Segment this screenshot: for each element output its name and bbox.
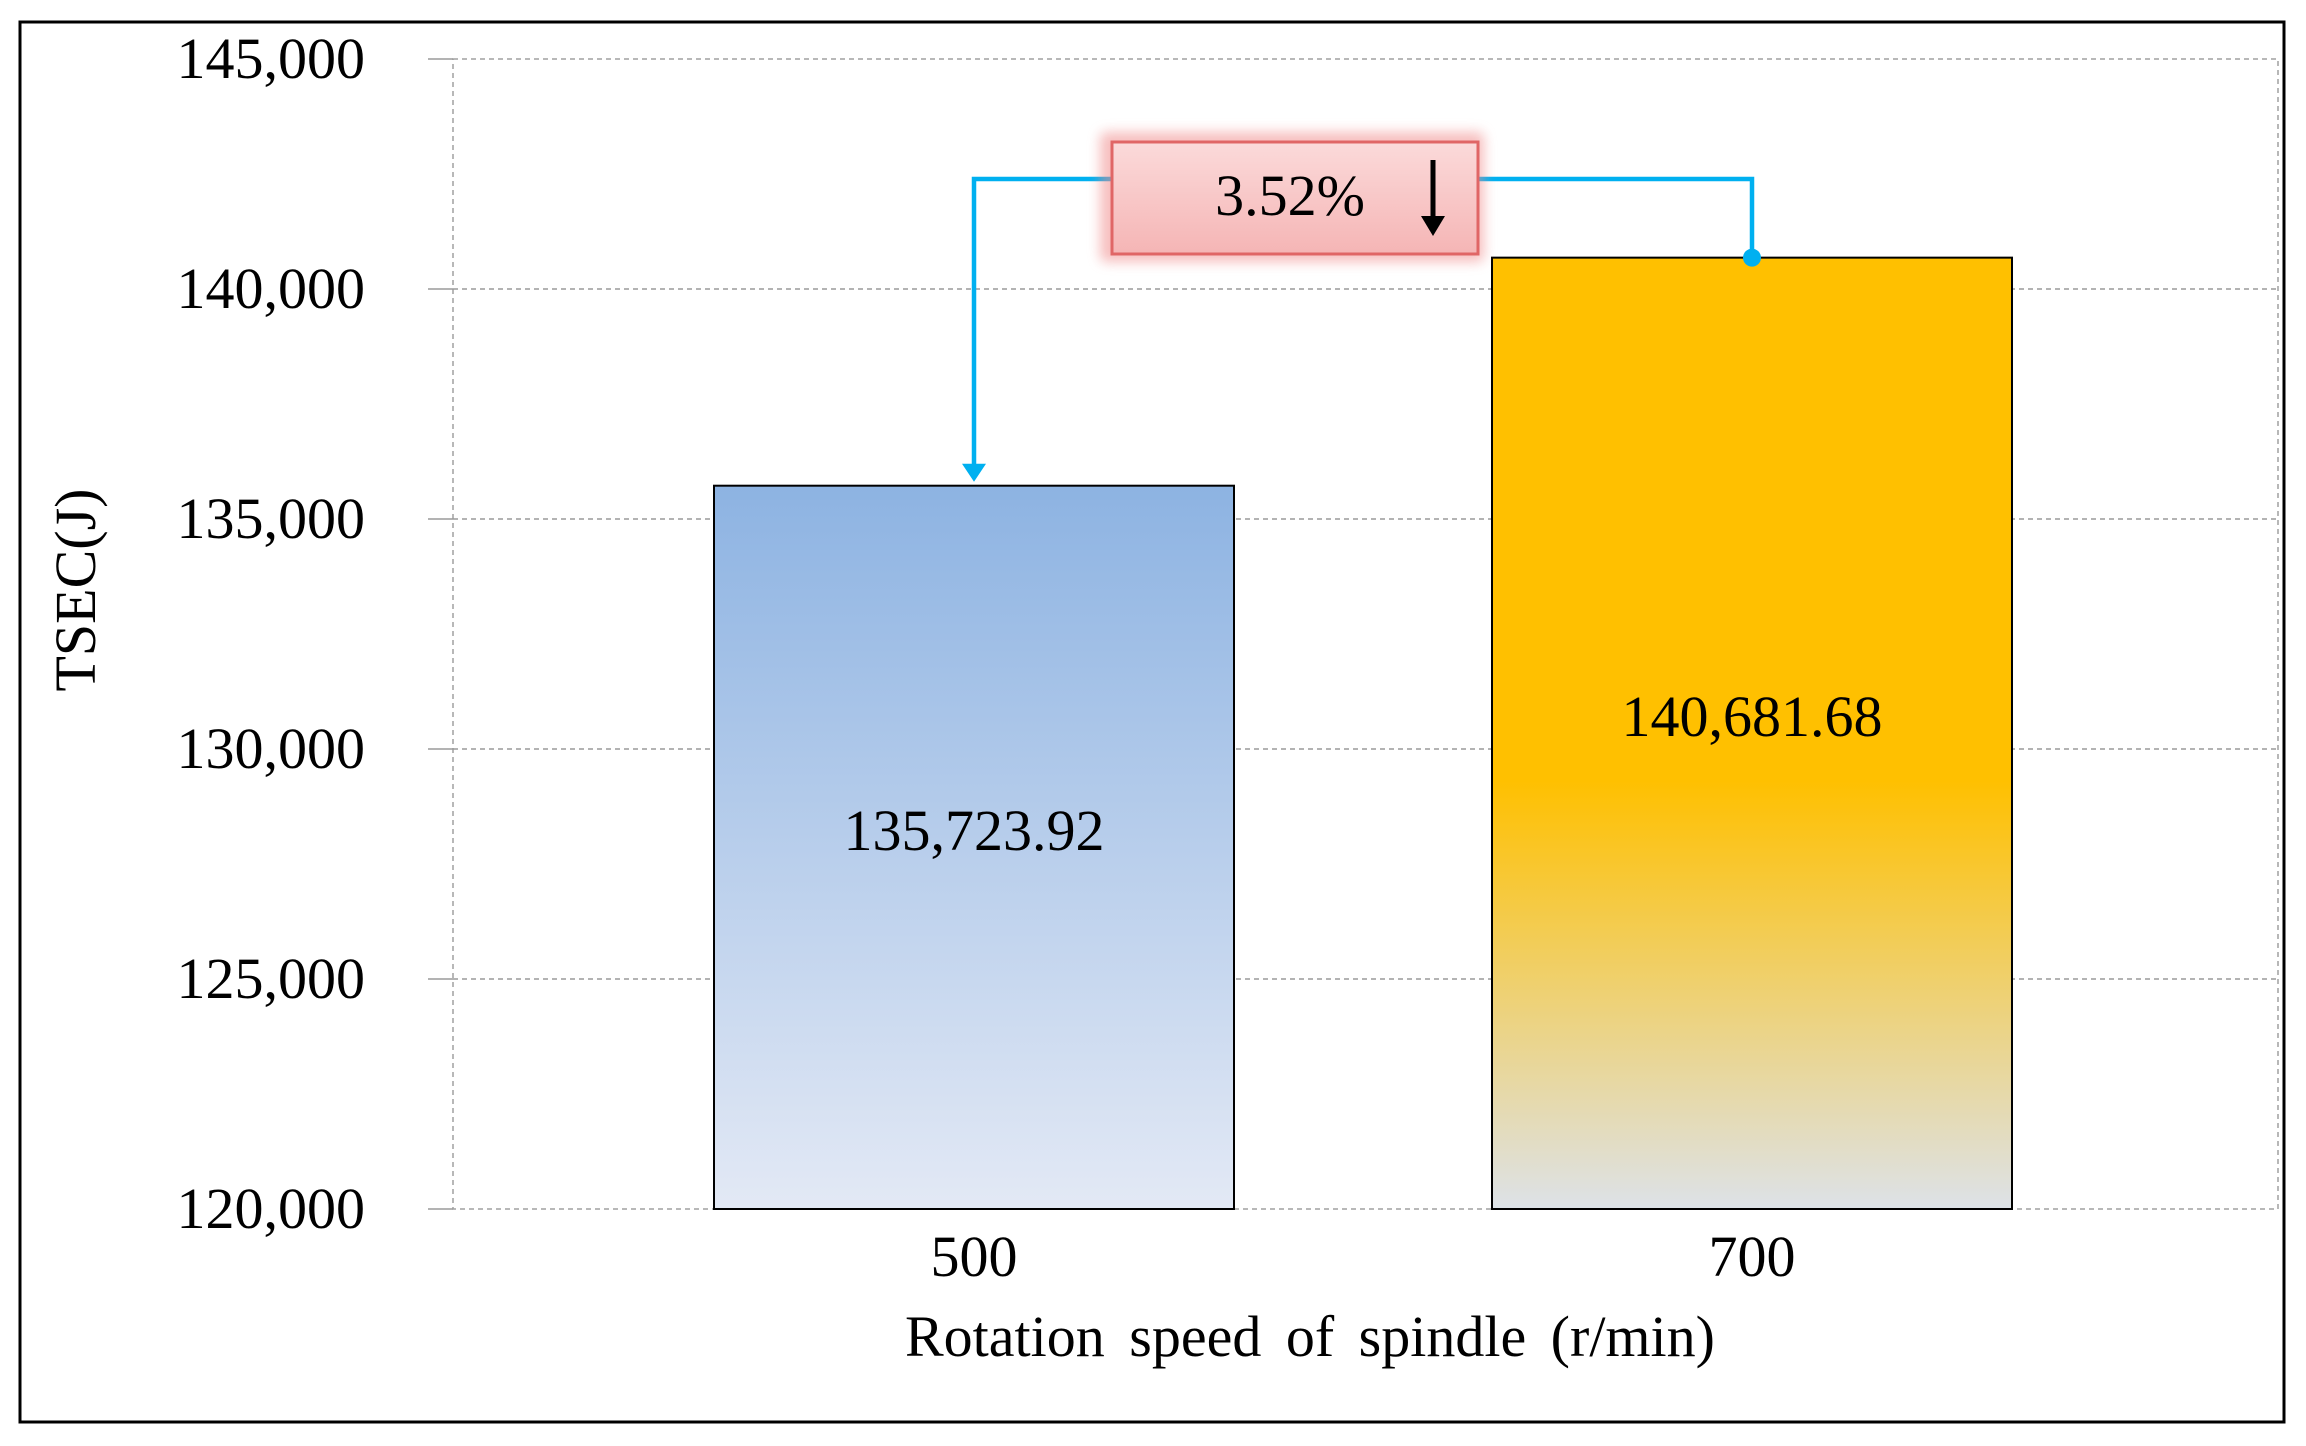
y-tick-label: 135,000 xyxy=(177,486,366,551)
bar-value-labels: 135,723.92 140,681.68 xyxy=(844,684,1883,863)
bar-value-label: 140,681.68 xyxy=(1622,684,1883,749)
annotation-text: 3.52% xyxy=(1215,163,1365,228)
x-tick-label: 700 xyxy=(1709,1224,1796,1289)
bar-700 xyxy=(1491,256,2013,1211)
difference-connector xyxy=(962,176,1761,482)
gridlines xyxy=(453,288,2278,980)
x-axis-ticks: 500 700 xyxy=(931,1224,1796,1289)
bar-500 xyxy=(713,484,1235,1210)
y-tick-label: 130,000 xyxy=(177,716,366,781)
connector-line-left xyxy=(971,176,1112,466)
annotation-box xyxy=(1110,140,1480,256)
bar-value-label: 135,723.92 xyxy=(844,798,1105,863)
y-tick-label: 125,000 xyxy=(177,946,366,1011)
connector-arrowhead xyxy=(962,463,986,482)
bars xyxy=(713,256,2013,1211)
y-axis-ticks: 120,000 125,000 130,000 135,000 140,000 145,0… xyxy=(177,26,453,1241)
y-tick-label: 120,000 xyxy=(177,1176,366,1241)
down-arrow-icon xyxy=(1421,160,1445,236)
x-tick-label: 500 xyxy=(931,1224,1018,1289)
y-tick-label: 140,000 xyxy=(177,256,366,321)
connector-line-right xyxy=(1478,176,1755,258)
connector-dot xyxy=(1743,248,1761,267)
plot-area xyxy=(452,58,2279,1210)
x-axis-label: Rotation speed of spindle (r/min) xyxy=(905,1304,1715,1369)
y-axis-label: TSEC(J) xyxy=(43,489,108,692)
y-tick-label: 145,000 xyxy=(177,26,366,91)
percent-annotation: 3.52% xyxy=(1100,132,1484,262)
